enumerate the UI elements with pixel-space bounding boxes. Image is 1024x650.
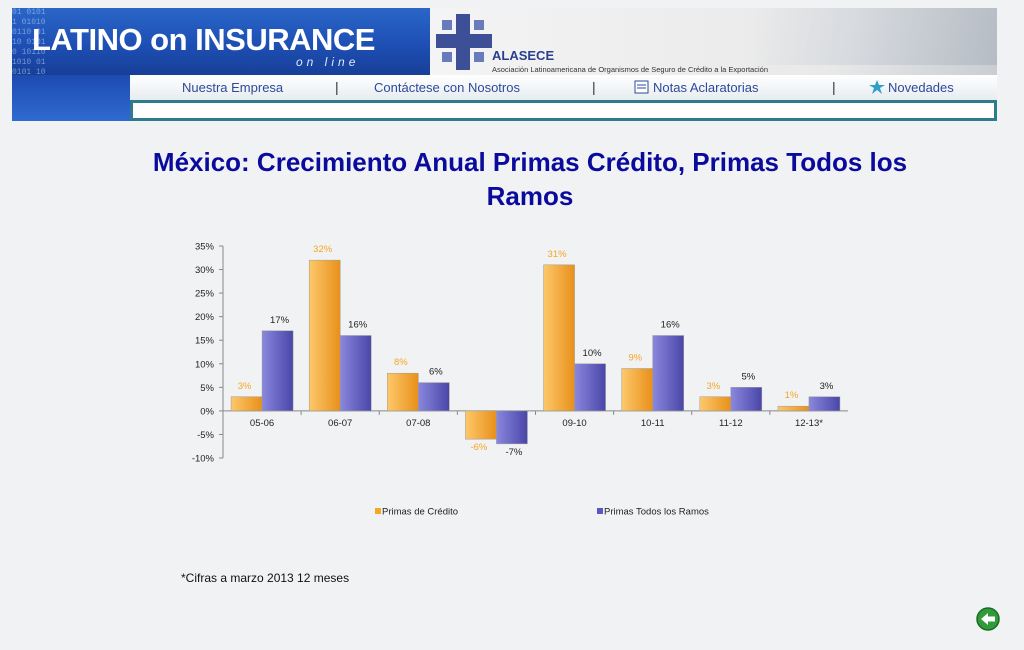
data-label: 9%: [628, 352, 642, 363]
data-label: 3%: [238, 381, 252, 392]
bar-total: [496, 410, 528, 445]
legend-swatch: [597, 508, 603, 514]
data-label: -7%: [505, 447, 522, 458]
nav-bar: Nuestra Empresa | Contáctese con Nosotro…: [130, 75, 997, 100]
legend-swatch: [375, 508, 381, 514]
bar-credit: [465, 410, 497, 440]
bar-credit: [699, 396, 732, 412]
org-name: ALASECE: [492, 48, 555, 63]
bar-credit: [543, 264, 575, 412]
bar-total: [418, 382, 450, 412]
back-arrow-button[interactable]: [975, 607, 1001, 631]
y-tick-label: -5%: [197, 430, 214, 441]
site-header: 01 0101 1 01010 0110 01 10 0101 0 10110 …: [12, 8, 997, 121]
data-label: 16%: [661, 320, 681, 331]
nav-novedades-label: Novedades: [888, 80, 954, 95]
y-tick-label: 10%: [195, 359, 215, 370]
data-label: 6%: [429, 367, 443, 378]
header-band: [130, 100, 997, 121]
x-tick-label: 10-11: [641, 418, 665, 429]
data-label: 1%: [785, 390, 799, 401]
x-tick-label: 12-13*: [795, 418, 823, 429]
bar-total: [808, 396, 841, 412]
logo-tagline: on line: [296, 55, 360, 69]
x-tick-label: 11-12: [719, 418, 743, 429]
star-icon: [869, 80, 885, 94]
data-label: -6%: [470, 442, 487, 453]
y-tick-label: 25%: [195, 289, 215, 300]
data-label: 10%: [583, 348, 603, 359]
y-tick-label: 30%: [195, 265, 215, 276]
y-tick-label: 15%: [195, 336, 215, 347]
notepad-icon: [634, 80, 649, 94]
data-label: 5%: [741, 371, 755, 382]
bar-total: [261, 330, 294, 412]
binary-decoration: 01 0101 1 01010 0110 01 10 0101 0 10110 …: [12, 8, 46, 75]
x-tick-label: 07-08: [406, 418, 430, 429]
data-label: 3%: [706, 381, 720, 392]
nav-separator: |: [335, 79, 339, 95]
footnote: *Cifras a marzo 2013 12 meses: [181, 571, 350, 585]
nav-notas[interactable]: Notas Aclaratorias: [633, 80, 759, 95]
bar-total: [339, 335, 372, 412]
x-tick-label: 09-10: [562, 418, 586, 429]
header-decoration: [12, 75, 130, 121]
back-arrow-icon: [981, 613, 995, 625]
bar-credit: [230, 396, 263, 412]
data-label: 17%: [270, 315, 290, 326]
chart-title: México: Crecimiento Anual Primas Crédito…: [152, 147, 908, 211]
nav-contactese[interactable]: Contáctese con Nosotros: [374, 80, 520, 95]
bar-credit: [387, 372, 419, 412]
nav-separator: |: [832, 79, 836, 95]
bar-credit: [621, 368, 653, 412]
bar-total: [574, 363, 606, 412]
data-label: 32%: [313, 244, 333, 255]
legend-label: Primas de Crédito: [382, 507, 458, 518]
y-tick-label: 0%: [200, 406, 214, 417]
y-tick-label: 35%: [195, 242, 215, 253]
logo-banner[interactable]: 01 0101 1 01010 0110 01 10 0101 0 10110 …: [12, 8, 430, 75]
data-label: 31%: [548, 249, 568, 260]
photo-strip: [754, 8, 997, 65]
y-tick-label: 20%: [195, 312, 215, 323]
nav-nuestra-empresa[interactable]: Nuestra Empresa: [182, 80, 284, 95]
bar-total: [730, 387, 763, 412]
alasece-banner: ALASECE Asociación Latinoamericana de Or…: [430, 8, 997, 75]
bar-credit: [777, 405, 810, 412]
y-tick-label: 5%: [200, 383, 214, 394]
nav-notas-label: Notas Aclaratorias: [653, 80, 759, 95]
org-description: Asociación Latinoamericana de Organismos…: [492, 65, 768, 74]
x-tick-label: 05-06: [250, 418, 274, 429]
data-label: 16%: [348, 320, 368, 331]
data-label: 3%: [820, 381, 834, 392]
data-label: 8%: [394, 357, 408, 368]
nav-novedades[interactable]: Novedades: [868, 80, 954, 95]
bar-credit: [308, 259, 341, 412]
logo-text: LATINO on INSURANCE: [32, 22, 375, 57]
nav-separator: |: [592, 79, 596, 95]
legend-label: Primas Todos los Ramos: [604, 507, 709, 518]
bar-total: [652, 335, 684, 412]
y-tick-label: -10%: [192, 454, 215, 465]
x-tick-label: 06-07: [328, 418, 352, 429]
alasece-logo-icon: [436, 14, 492, 70]
